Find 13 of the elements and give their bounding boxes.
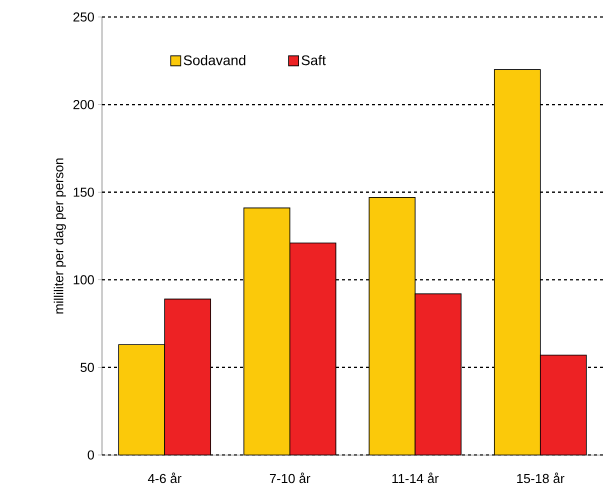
legend-label: Sodavand xyxy=(184,54,246,66)
y-axis-title: milliliter per dag per person xyxy=(54,158,66,314)
x-tick-label: 4-6 år xyxy=(148,472,182,484)
y-tick-label: 50 xyxy=(80,362,94,372)
y-tick-label: 150 xyxy=(74,188,94,197)
y-tick-label: 0 xyxy=(88,450,94,460)
x-tick-label: 11-14 år xyxy=(392,472,439,484)
y-tick-label: 100 xyxy=(74,275,94,284)
y-tick-label: 200 xyxy=(73,100,94,110)
x-tick-label: 7-10 år xyxy=(270,472,310,484)
x-tick-label: 15-18 år xyxy=(517,472,564,484)
y-tick-label: 250 xyxy=(73,12,94,22)
legend-label: Saft xyxy=(302,54,326,66)
